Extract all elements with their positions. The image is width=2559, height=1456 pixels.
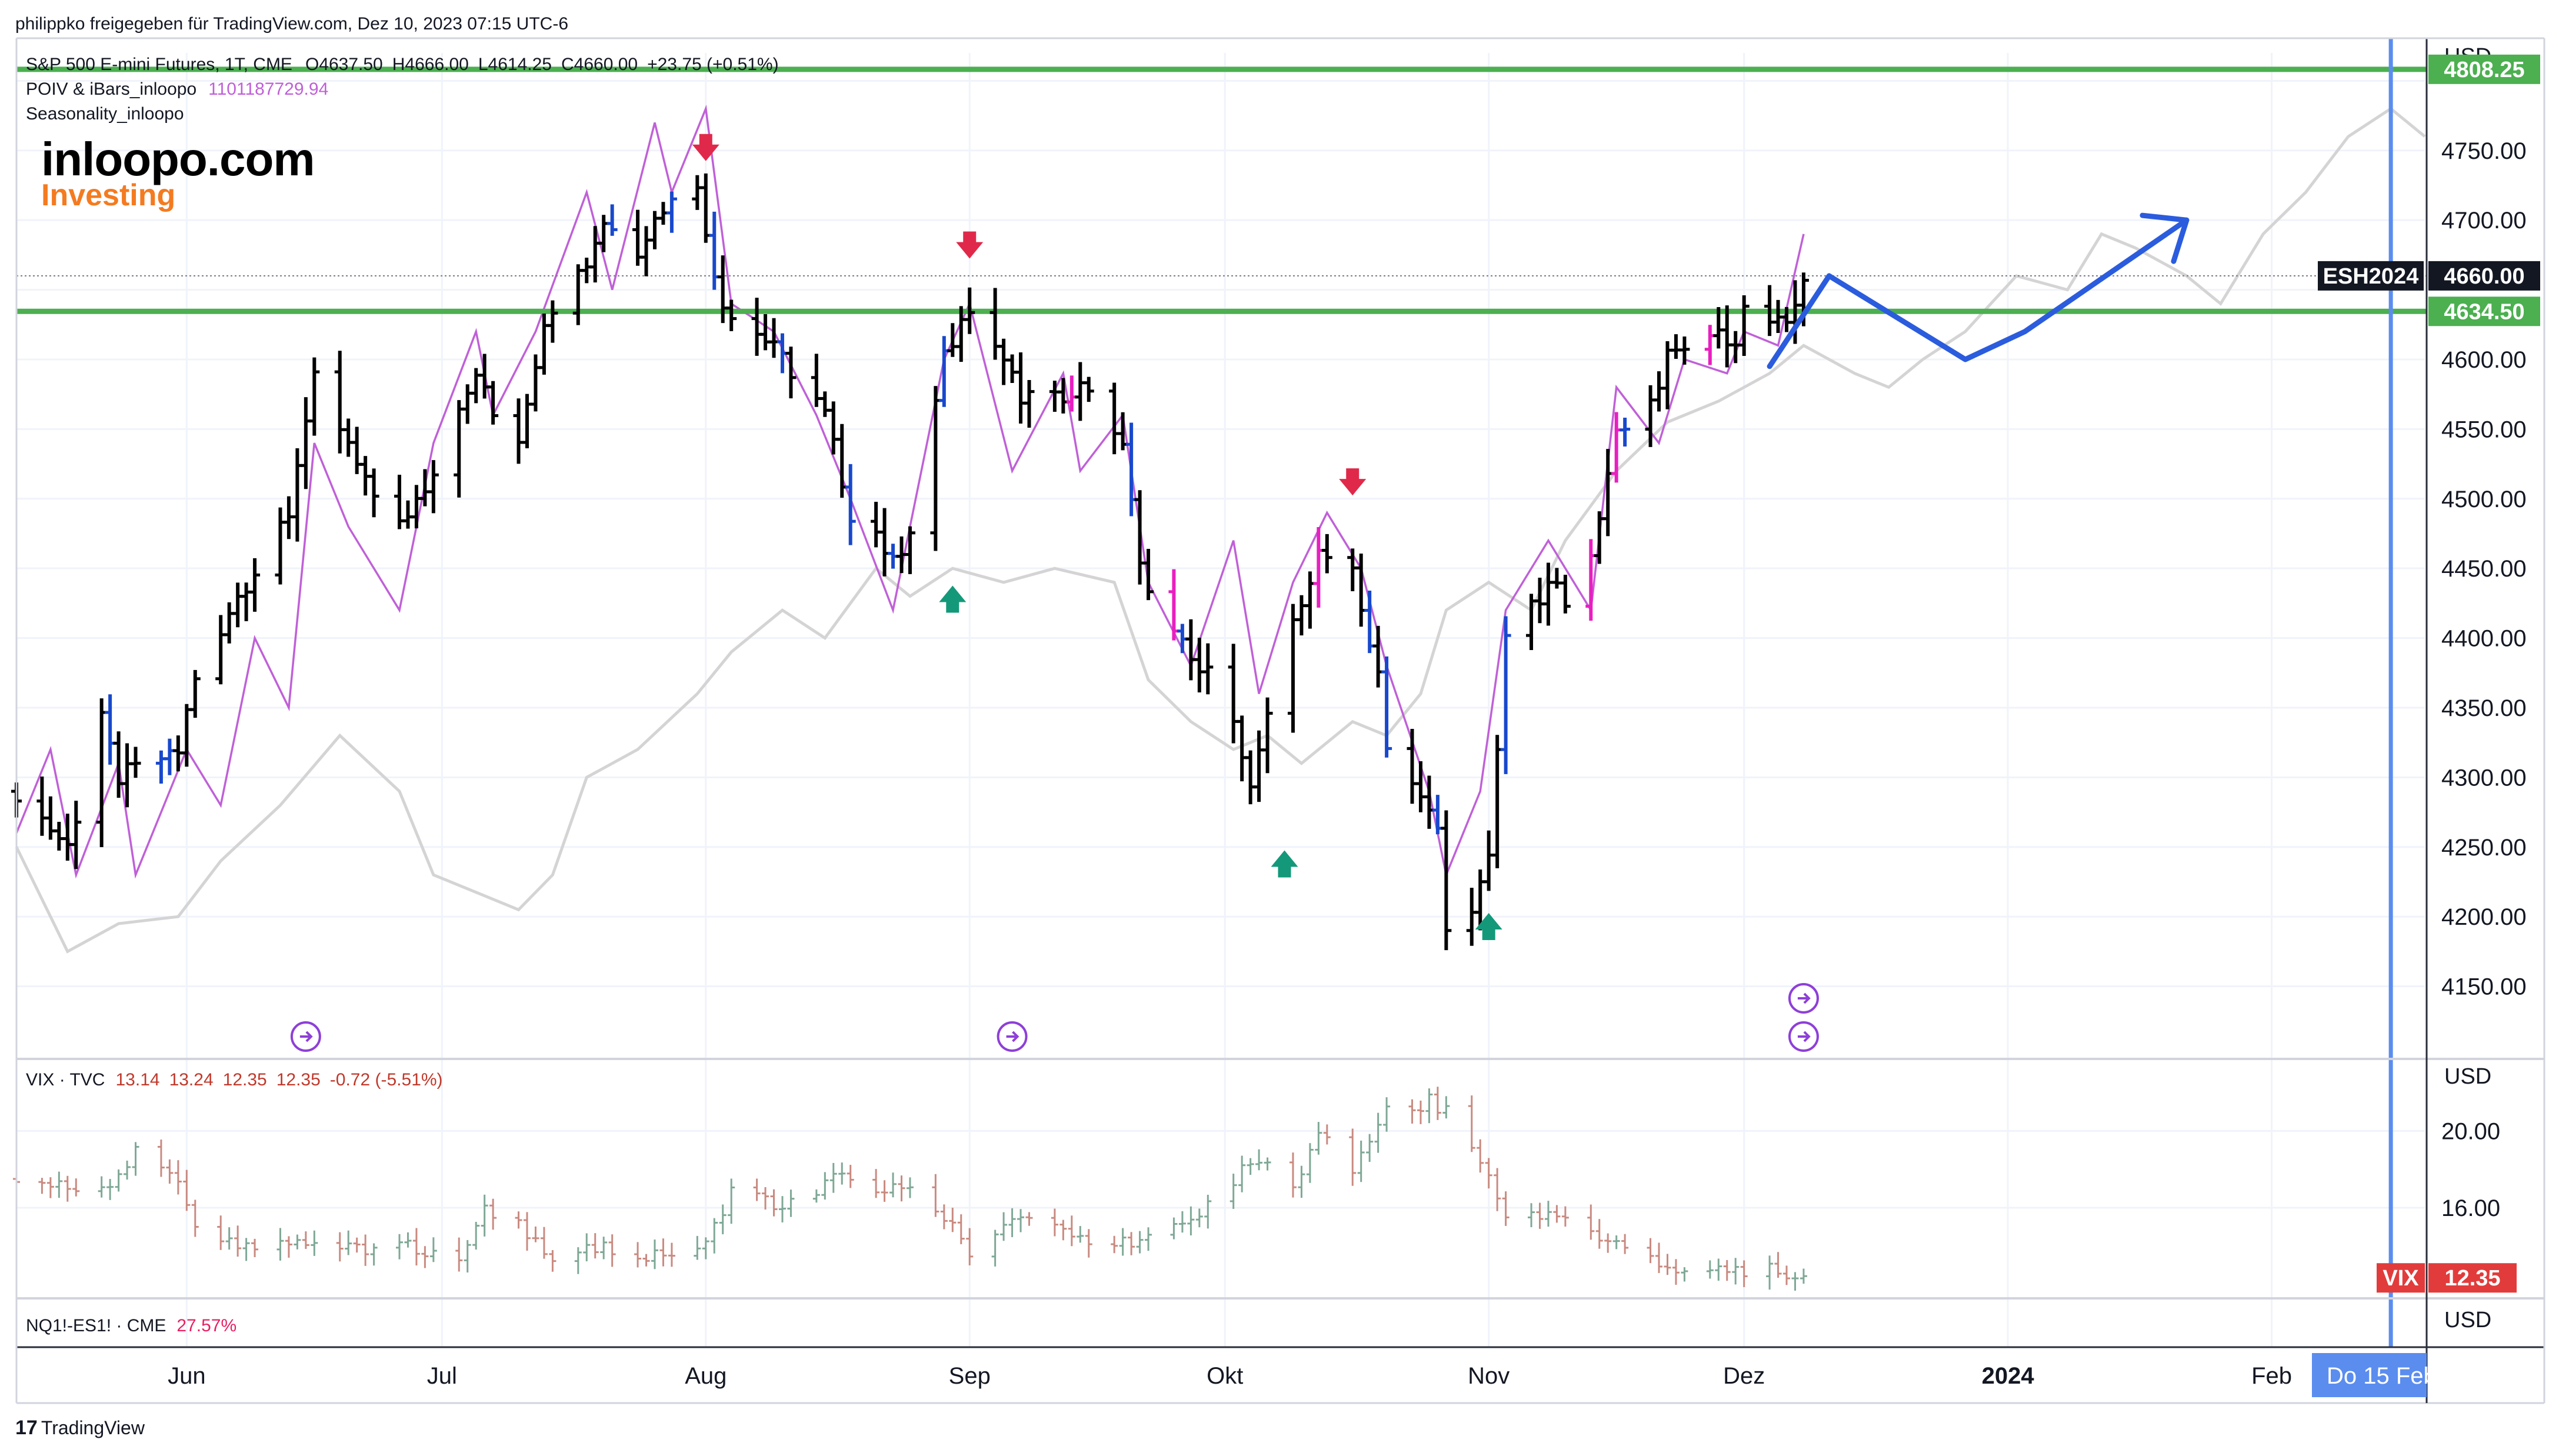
- buy-arrow-icon: [939, 585, 967, 613]
- time-tick-label: Feb: [2251, 1363, 2292, 1389]
- projection-path[interactable]: [1767, 217, 2190, 369]
- currency-label[interactable]: USD: [2444, 1308, 2491, 1332]
- vix-high: 13.24: [169, 1070, 214, 1089]
- sell-arrow-icon: [692, 134, 719, 161]
- last-symbol-tag: ESH2024: [2323, 264, 2419, 289]
- event-glyph-icon: [1797, 1031, 1811, 1042]
- last-price-tag-bg: [2428, 261, 2540, 291]
- price-tick-label: 4200.00: [2441, 904, 2527, 930]
- event-icons[interactable]: [290, 983, 1819, 1052]
- ohlc-high: H4666.00: [392, 55, 469, 74]
- time-tick-label: Okt: [1207, 1363, 1243, 1389]
- inloopo-logo: inloopo.com Investing: [41, 134, 315, 211]
- vix-low: 12.35: [223, 1070, 267, 1089]
- footer-brand: TradingView: [41, 1417, 145, 1438]
- price-tick-label: 4600.00: [2441, 347, 2527, 373]
- vix-close: 12.35: [276, 1070, 321, 1089]
- resistance-price-tag: 4808.25: [2444, 58, 2524, 82]
- sell-arrow-icon: [1339, 468, 1367, 496]
- seasonality-line: [15, 106, 2426, 954]
- tradingview-footer[interactable]: 17 TradingView: [15, 1417, 145, 1440]
- axes: 4150.00 4200.00 4250.00 4300.00 4350.00 4400.…: [168, 44, 2527, 1397]
- event-glyph-icon: [1797, 992, 1811, 1004]
- ohlc-low: L4614.25: [478, 55, 552, 74]
- time-tick-label: Jun: [168, 1363, 206, 1389]
- nq-value: 27.57%: [176, 1316, 236, 1335]
- symbol-line: S&P 500 E-mini Futures, 1T, CME: [26, 55, 292, 74]
- price-tick-label: 4150.00: [2441, 974, 2527, 1000]
- last-price-tag: 4660.00: [2444, 264, 2524, 289]
- indicator2-legend[interactable]: Seasonality_inloopo: [26, 104, 184, 124]
- vix-tick-label: 16.00: [2441, 1195, 2500, 1221]
- time-tick-label: Nov: [1468, 1363, 1510, 1389]
- indicator1-legend[interactable]: POIV & iBars_inloopo 1101187729.94: [26, 79, 328, 99]
- time-highlight-bg: [2312, 1353, 2427, 1397]
- price-tick-label: 4400.00: [2441, 626, 2527, 652]
- time-tick-label: Dez: [1723, 1363, 1765, 1389]
- indicator1-value: 1101187729.94: [208, 79, 328, 99]
- vix-open: 13.14: [115, 1070, 159, 1089]
- header-text: philippko freigegeben für TradingView.co…: [15, 14, 779, 1335]
- support-price-tag: 4634.50: [2444, 299, 2524, 324]
- time-tick-label: 2024: [1982, 1363, 2035, 1389]
- nq-legend[interactable]: NQ1!-ES1! · CME 27.57%: [26, 1316, 236, 1335]
- time-tick-label: Jul: [427, 1363, 457, 1389]
- price-tick-label: 4350.00: [2441, 695, 2527, 721]
- buy-arrow-icon: [1271, 850, 1298, 878]
- sell-arrow-icon: [956, 231, 984, 259]
- signal-markers: [692, 38, 2393, 1347]
- symbol-legend[interactable]: S&P 500 E-mini Futures, 1T, CME O4637.50 H…: [26, 55, 779, 74]
- price-labels: 4808.25 4634.50 4660.00 ESH2024 12.35 VIX: [2318, 54, 2540, 1293]
- nq-name: NQ1!-ES1! · CME: [26, 1316, 166, 1335]
- price-tick-label: 4500.00: [2441, 487, 2527, 512]
- vix-bars: [13, 1087, 1807, 1291]
- attribution-text: philippko freigegeben für TradingView.co…: [15, 14, 568, 34]
- vix-name: VIX · TVC: [26, 1070, 105, 1089]
- time-tick-label: Aug: [685, 1363, 727, 1389]
- price-tick-label: 4750.00: [2441, 138, 2527, 164]
- horizontal-levels[interactable]: [16, 66, 2427, 314]
- logo-brand: inloopo.com: [41, 133, 315, 185]
- projection-layer[interactable]: [1767, 212, 2190, 369]
- resistance-price-tag-bg: [2428, 54, 2540, 84]
- buy-arrow-icon: [1475, 913, 1502, 941]
- price-tick-label: 4450.00: [2441, 556, 2527, 582]
- time-tick-label: Sep: [949, 1363, 991, 1389]
- support-price-tag-bg: [2428, 296, 2540, 326]
- indicator1-name: POIV & iBars_inloopo: [26, 79, 196, 99]
- vix-price-tag-bg: [2428, 1263, 2517, 1293]
- event-glyph-icon: [299, 1031, 313, 1042]
- currency-label[interactable]: USD: [2444, 1064, 2491, 1089]
- vix-price-tag: 12.35: [2444, 1266, 2500, 1291]
- panel-dividers: [15, 37, 2545, 1404]
- seasonality-layer: [15, 106, 2426, 954]
- vix-name-tag: VIX: [2383, 1266, 2419, 1291]
- price-tick-label: 4550.00: [2441, 417, 2527, 442]
- tradingview-logo-icon: 17: [15, 1417, 38, 1439]
- price-tick-label: 4300.00: [2441, 765, 2527, 791]
- vix-change: -0.72 (-5.51%): [330, 1070, 443, 1089]
- price-tick-label: 4250.00: [2441, 835, 2527, 861]
- ohlc-change: +23.75 (+0.51%): [647, 55, 779, 74]
- logo-sub: Investing: [41, 178, 176, 212]
- vix-tick-label: 20.00: [2441, 1118, 2500, 1144]
- price-tick-label: 4700.00: [2441, 208, 2527, 234]
- time-highlight-label: Do 15 Feb: [2327, 1363, 2437, 1389]
- last-symbol-tag-bg: [2318, 261, 2424, 291]
- ohlc-open: O4637.50: [305, 55, 383, 74]
- vix-legend[interactable]: VIX · TVC 13.14 13.24 12.35 12.35 -0.72 (-5.5…: [26, 1070, 443, 1089]
- vix-name-tag-bg: [2377, 1263, 2425, 1293]
- projection-arrowhead[interactable]: [2140, 212, 2190, 264]
- ohlc-close: C4660.00: [561, 55, 638, 74]
- event-glyph-icon: [1006, 1031, 1019, 1042]
